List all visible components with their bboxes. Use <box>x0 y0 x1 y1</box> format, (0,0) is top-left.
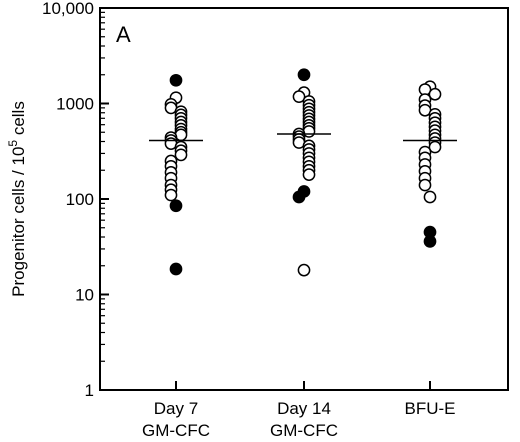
y-axis-label-superscript: 5 <box>6 140 20 147</box>
y-axis-label-suffix: cells <box>9 101 28 140</box>
x-category-label: BFU-E <box>405 399 456 418</box>
open-point <box>423 190 437 204</box>
open-point <box>292 90 306 103</box>
y-tick-label: 10,000 <box>42 0 94 18</box>
open-point <box>418 178 432 192</box>
y-axis: 1 10 100 1000 10,000 <box>42 0 109 400</box>
open-point <box>164 188 178 202</box>
y-tick-label: 100 <box>66 190 94 209</box>
y-axis-minor-ticks <box>100 11 105 362</box>
x-category-label: Day 14 <box>277 399 331 418</box>
y-axis-label-prefix: Progenitor cells / 10 <box>9 147 28 297</box>
data-points <box>164 68 442 277</box>
mean-markers <box>149 133 457 142</box>
filled-point <box>297 68 311 82</box>
open-point <box>428 87 442 101</box>
open-point <box>297 263 311 277</box>
filled-point <box>423 235 437 248</box>
filled-point <box>169 199 183 213</box>
y-tick-label: 1 <box>85 381 94 400</box>
x-category-label: GM-CFC <box>270 421 338 440</box>
filled-point <box>169 262 183 276</box>
x-category-label: Day 7 <box>154 399 198 418</box>
y-tick-label: 1000 <box>56 95 94 114</box>
panel-label: A <box>116 22 131 47</box>
filled-point <box>169 73 183 87</box>
x-axis: Day 7 GM-CFC Day 14 GM-CFC BFU-E <box>142 381 456 440</box>
y-tick-label: 10 <box>75 286 94 305</box>
x-category-label: GM-CFC <box>142 421 210 440</box>
y-axis-label: Progenitor cells / 105 cells <box>6 101 28 297</box>
open-point <box>428 140 442 154</box>
open-point <box>174 148 188 162</box>
filled-point <box>292 190 306 204</box>
open-point <box>302 168 316 181</box>
